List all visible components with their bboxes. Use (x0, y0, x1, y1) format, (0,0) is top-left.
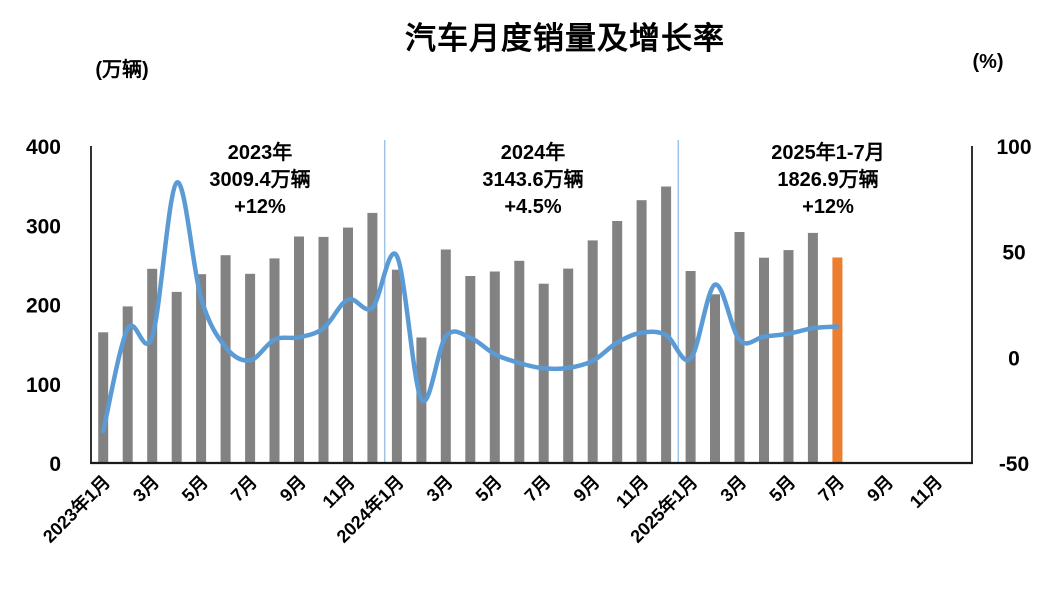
x-axis-tick-label: 5月 (765, 472, 799, 506)
sales-bar (759, 257, 769, 463)
sales-bar (685, 271, 696, 463)
sales-bar (538, 283, 549, 463)
annotation-period: 2024年 (500, 142, 566, 164)
x-axis-tick-label: 5月 (178, 472, 212, 506)
left-axis-tick-label: 100 (26, 374, 61, 397)
x-axis-tick-label: 11月 (906, 472, 946, 512)
annotation-2025: 2025年1-7月 1826.9万辆 +12% (771, 140, 884, 221)
left-axis-unit-label: (万辆) (95, 59, 149, 81)
annotation-growth: +12% (234, 196, 286, 218)
x-axis-tick-label: 7月 (521, 472, 555, 506)
sales-bar (294, 236, 304, 463)
x-axis-tick-label: 3月 (129, 472, 163, 506)
x-axis-tick-label: 9月 (863, 472, 897, 506)
annotation-total: 1826.9万辆 (777, 169, 879, 191)
chart-title: 汽车月度销量及增长率 (405, 21, 725, 56)
x-axis-tick-label: 11月 (612, 472, 652, 512)
right-axis-tick-label: 0 (1008, 347, 1020, 370)
sales-bar-highlight (832, 257, 843, 463)
annotation-total: 3143.6万辆 (482, 169, 584, 191)
sales-bar (196, 274, 207, 463)
annotation-growth: +4.5% (504, 196, 562, 218)
x-axis-tick-label: 7月 (814, 472, 848, 506)
x-axis-tick-label: 7月 (227, 472, 261, 506)
sales-bar (171, 291, 182, 463)
x-axis-tick-label: 5月 (472, 472, 506, 506)
sales-bar (440, 249, 451, 463)
growth-rate-line (100, 180, 840, 434)
sales-bar (343, 227, 353, 463)
sales-bar (220, 255, 231, 463)
left-axis-tick-label: 200 (26, 295, 61, 318)
sales-bar (783, 250, 794, 463)
sales-bar (734, 232, 745, 463)
x-axis-tick-label: 9月 (570, 472, 604, 506)
x-axis-tick-label: 9月 (276, 472, 310, 506)
sales-bar (245, 273, 256, 463)
sales-bar (489, 271, 500, 463)
annotation-2024: 2024年 3143.6万辆 +4.5% (482, 140, 583, 221)
x-axis-tick-label: 11月 (319, 472, 359, 512)
right-axis-tick-label: 50 (1002, 242, 1025, 265)
x-axis-tick-label: 3月 (423, 472, 457, 506)
sales-bar (710, 294, 720, 463)
right-axis-unit-label: (%) (972, 51, 1004, 73)
sales-bar (807, 232, 818, 463)
annotation-growth: +12% (802, 196, 854, 218)
sales-bar (587, 240, 598, 463)
sales-bar (318, 236, 329, 463)
sales-bar (269, 258, 280, 463)
x-axis-tick-label: 2023年1月 (38, 471, 114, 547)
annotation-total: 3009.4万辆 (209, 169, 311, 191)
sales-bar (98, 332, 109, 463)
sales-bar (391, 269, 402, 463)
right-axis-tick-label: -50 (999, 453, 1029, 476)
sales-bar (122, 306, 133, 463)
sales-bar (465, 276, 476, 463)
right-axis-tick-label: 100 (996, 136, 1031, 159)
x-axis-tick-label: 3月 (716, 472, 750, 506)
annotation-period: 2023年 (227, 142, 293, 164)
left-axis-tick-label: 0 (49, 453, 61, 476)
left-axis-tick-label: 400 (26, 136, 61, 159)
annotation-period: 2025年1-7月 (771, 142, 885, 164)
annotation-2023: 2023年 3009.4万辆 +12% (209, 140, 310, 221)
sales-bar (661, 186, 672, 463)
sales-bar (147, 268, 158, 463)
left-axis-tick-label: 300 (26, 215, 61, 238)
sales-bar (367, 212, 378, 463)
